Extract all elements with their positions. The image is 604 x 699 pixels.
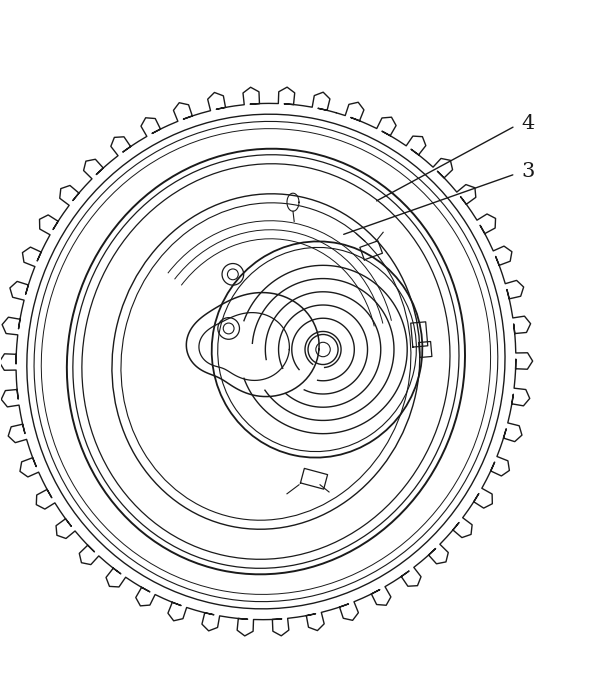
Text: 4: 4 (521, 114, 535, 133)
Text: 3: 3 (521, 162, 535, 181)
